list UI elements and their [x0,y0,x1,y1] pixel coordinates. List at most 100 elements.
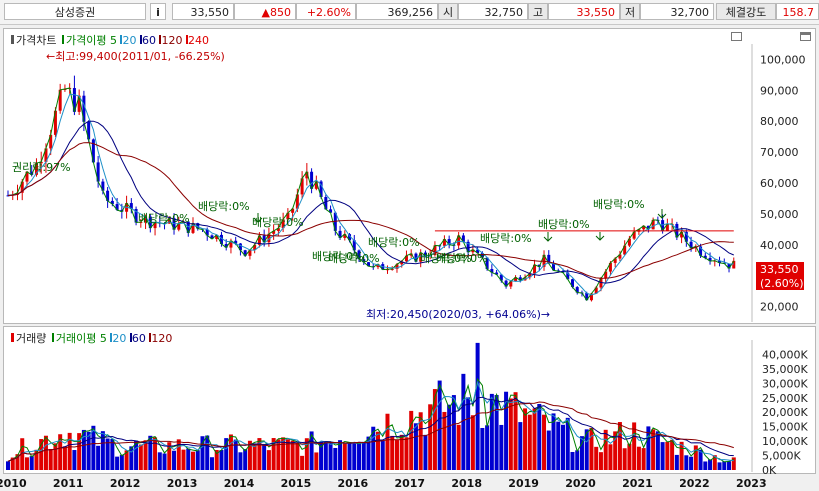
candle-body [409,253,413,256]
candle-body [594,287,598,294]
candle-body [82,95,86,122]
event-arrow [595,232,605,241]
candle-body [480,253,484,258]
candle-body [106,190,110,201]
candle-body [253,244,257,250]
candle-body [91,139,95,163]
candle-body [281,219,285,229]
ma60-legend: 60 [141,34,156,47]
event-label: 배당락:0% [252,216,304,229]
candle-body [262,235,266,243]
trade-volume: 369,256 [356,3,438,20]
candle-body [329,209,333,213]
candle-body [310,171,314,189]
low-label: 저 [620,3,640,20]
volume-legend-swatch [11,333,14,342]
candle-body [300,178,304,195]
stock-name-field[interactable]: 삼성증권 [4,3,146,20]
moving-average-line [7,93,734,296]
candle-body [229,240,233,248]
current-price-tag [756,262,804,290]
candle-body [25,171,29,182]
price-panel-maximize-button[interactable] [800,32,811,41]
vma-legend-swatch [51,333,54,342]
ma-legend-title: 가격이평 [65,34,107,47]
candle-body [476,249,480,254]
event-arrow [253,213,263,223]
candle-body [77,95,81,112]
candle-body [348,234,352,241]
candle-body [646,225,650,230]
candle-body [357,250,361,260]
candle-body [44,148,48,162]
ma20-legend: 20 [122,34,137,47]
event-label: 배당락:0% [138,212,190,225]
event-label: 배당락:0% [328,252,380,265]
vma120-legend: 120 [151,332,173,345]
candle-body [461,235,465,242]
price-axis-tick: 100,000 [760,53,806,66]
candle-body [390,268,394,270]
candle-body [684,231,688,242]
candle-body [570,279,574,288]
candle-body [689,241,693,249]
volume-legend: 거래량 거래이평 5 20 60 120 [11,330,172,346]
ma240-swatch [185,35,188,44]
price-chart-panel [3,28,816,324]
info-button[interactable]: i [150,3,166,20]
max-price-annotation: ←최고:99,400(2011/01, -66.25%) [46,50,225,63]
candle-body [276,228,280,231]
event-label: 배당락:0% [436,252,488,265]
candle-body [566,272,570,280]
price-panel-minimize-button[interactable] [731,32,742,41]
candle-body [466,241,470,253]
price-change-pct: +2.60% [296,3,356,20]
candle-body [286,212,290,220]
candle-body [196,223,200,229]
current-price-tag-value: 33,550 [760,263,799,276]
candle-body [727,263,731,269]
price-legend-title: 가격차트 [16,34,57,47]
candle-body [651,219,655,230]
event-label: 배당락:0% [368,236,420,249]
strength-value: 158.7 [776,3,819,20]
candle-body [144,216,148,222]
event-label: 배당락:0% [198,200,250,213]
event-label: 배당락:0% [480,232,532,245]
candle-body [490,269,494,273]
candle-body [400,261,404,265]
open-label: 시 [438,3,458,20]
candle-body [528,273,532,278]
candle-body [58,89,62,111]
event-label: 배당락:0% [420,252,472,265]
candle-body [499,274,503,281]
candle-body [471,249,475,253]
ma240-legend: 240 [187,34,209,47]
event-label: 배당락:0% [312,250,364,263]
candle-body [72,88,76,112]
candle-body [604,271,608,279]
candle-body [423,252,427,256]
candle-body [257,235,261,245]
candle-body [718,260,722,263]
price-axis-tick: 60,000 [760,177,799,190]
candle-body [642,225,646,230]
candle-body [15,192,19,195]
candle-body [699,246,703,256]
candle-body [509,281,513,287]
quote-header: 삼성증권 i 33,550 ▲850 +2.60% 369,256 시 32,7… [0,0,819,25]
event-arrow [657,209,667,219]
ma120-legend: 120 [161,34,183,47]
candle-body [442,239,446,246]
candle-body [419,252,423,262]
candle-body [665,224,669,231]
candle-body [295,194,299,209]
candle-body [352,240,356,251]
candle-body [87,121,91,140]
candle-body [215,234,219,240]
vma5-legend: 5 [99,332,107,345]
candle-body [134,209,138,223]
candle-body [20,181,24,193]
vma20-swatch [110,333,113,342]
price-legend: 가격차트 가격이평 5 20 60 120 240 [11,32,209,48]
